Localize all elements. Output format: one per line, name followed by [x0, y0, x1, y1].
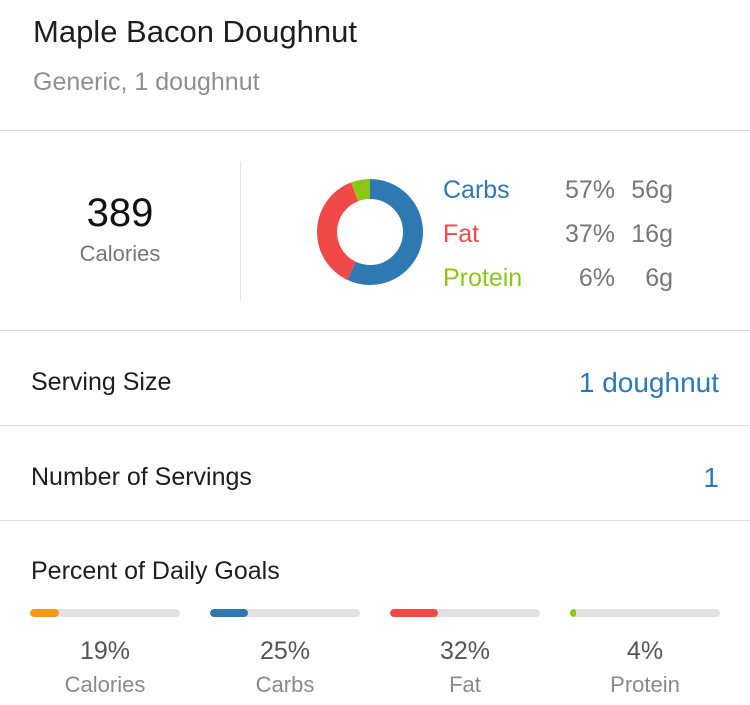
goal-protein: 4% Protein [570, 609, 720, 698]
macro-percent: 6% [578, 264, 615, 292]
goal-fat: 32% Fat [390, 609, 540, 698]
macro-grams: 6g [645, 264, 673, 292]
goal-label: Calories [64, 672, 146, 697]
goal-percent: 25% [259, 637, 311, 665]
macro-row-protein: Protein 6% 6g [443, 264, 683, 296]
goal-label: Carbs [255, 672, 315, 697]
goal-progress-track [30, 609, 180, 617]
calories-block: 389 Calories [0, 191, 240, 267]
number-of-servings-row[interactable]: Number of Servings 1 [0, 426, 750, 520]
food-header: Maple Bacon Doughnut Generic, 1 doughnut [0, 0, 750, 130]
serving-size-row[interactable]: Serving Size 1 doughnut [0, 331, 750, 425]
divider [0, 130, 750, 131]
goal-label: Fat [449, 672, 481, 697]
macro-donut-chart [317, 179, 423, 285]
macro-percent: 57% [564, 176, 615, 204]
macro-grams: 56g [631, 176, 673, 204]
macro-name: Protein [443, 264, 523, 292]
goal-progress-fill [390, 609, 438, 617]
divider [0, 330, 750, 331]
number-of-servings-label: Number of Servings [31, 463, 252, 491]
serving-size-value[interactable]: 1 doughnut [578, 367, 719, 398]
calories-value: 389 [86, 191, 154, 235]
divider [0, 520, 750, 521]
macro-grams: 16g [631, 220, 673, 248]
calories-label: Calories [79, 241, 161, 266]
goal-label: Protein [610, 672, 680, 697]
macro-row-fat: Fat 37% 16g [443, 220, 683, 252]
macro-name: Fat [443, 220, 480, 248]
donut-slice-fat [317, 179, 423, 285]
number-of-servings-value[interactable]: 1 [703, 462, 719, 493]
goal-progress-fill [30, 609, 59, 617]
goal-calories: 19% Calories [30, 609, 180, 698]
goal-progress-track [570, 609, 720, 617]
food-subtitle: Generic, 1 doughnut [33, 68, 260, 96]
goal-percent: 19% [79, 637, 131, 665]
daily-goals-title: Percent of Daily Goals [31, 557, 280, 585]
goal-progress-fill [210, 609, 248, 617]
macro-row-carbs: Carbs 57% 56g [443, 176, 683, 208]
daily-goals-section: Percent of Daily Goals 19% Calories 25% … [0, 521, 750, 704]
goal-progress-fill [570, 609, 576, 617]
serving-size-label: Serving Size [31, 368, 172, 396]
goal-progress-track [390, 609, 540, 617]
goal-percent: 4% [626, 637, 664, 665]
goal-percent: 32% [439, 637, 491, 665]
food-title: Maple Bacon Doughnut [33, 14, 358, 49]
macro-name: Carbs [443, 176, 510, 204]
macro-percent: 37% [564, 220, 615, 248]
donut-slice-protein [317, 179, 423, 285]
goal-carbs: 25% Carbs [210, 609, 360, 698]
goal-progress-track [210, 609, 360, 617]
nutrition-summary: 389 Calories Carbs 57% 56g Fat 37% 16g Protein… [0, 131, 750, 330]
divider [0, 425, 750, 426]
vertical-divider [240, 161, 241, 301]
